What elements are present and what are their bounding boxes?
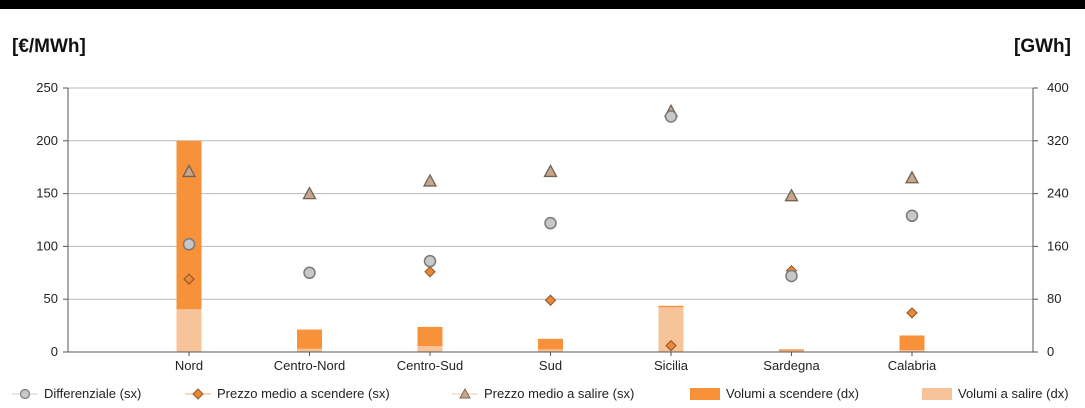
bar-volumi-scendere bbox=[297, 329, 322, 352]
right-tick-label: 240 bbox=[1047, 186, 1069, 201]
diamond-marker-icon bbox=[185, 387, 211, 400]
bar-volumi-salire bbox=[417, 346, 443, 352]
marker-prezzo-scendere bbox=[906, 307, 918, 319]
legend-label: Volumi a salire (dx) bbox=[958, 386, 1069, 401]
bar-swatch-icon bbox=[922, 387, 952, 400]
marker-prezzo-salire bbox=[302, 186, 317, 200]
marker-layer bbox=[181, 103, 920, 352]
category-label: Sud bbox=[539, 358, 562, 373]
category-label: Centro-Sud bbox=[397, 358, 463, 373]
category-label: Sicilia bbox=[654, 358, 689, 373]
marker-prezzo-salire bbox=[904, 170, 920, 184]
legend: Differenziale (sx) Prezzo medio a scende… bbox=[0, 386, 1085, 408]
marker-differenziale bbox=[423, 254, 437, 268]
bar-volumi-scendere bbox=[538, 338, 563, 352]
marker-differenziale bbox=[785, 269, 798, 283]
category-label: Sardegna bbox=[763, 358, 820, 373]
chart-plot: 0 50 100 150 200 250 0 80 160 240 320 400 Nord Centro… bbox=[36, 80, 1068, 373]
bar-volumi-salire bbox=[899, 350, 925, 352]
left-tick-label: 100 bbox=[36, 238, 58, 253]
marker-prezzo-scendere bbox=[665, 339, 677, 352]
marker-prezzo-scendere bbox=[183, 273, 195, 285]
bar-swatch-icon bbox=[690, 387, 720, 400]
bar-volumi-salire bbox=[176, 309, 202, 352]
right-tick-label: 320 bbox=[1047, 133, 1069, 148]
category-label: Nord bbox=[175, 358, 203, 373]
category-label: Calabria bbox=[888, 358, 937, 373]
marker-prezzo-scendere bbox=[544, 294, 557, 306]
label-layer: 0 50 100 150 200 250 0 80 160 240 320 400 Nord Centro… bbox=[36, 80, 1068, 373]
right-tick-label: 0 bbox=[1047, 344, 1054, 359]
top-rule bbox=[0, 0, 1085, 9]
marker-differenziale bbox=[905, 209, 919, 223]
triangle-marker-icon bbox=[452, 387, 478, 398]
marker-prezzo-salire bbox=[543, 164, 558, 178]
marker-prezzo-salire bbox=[181, 164, 197, 178]
bar-volumi-scendere bbox=[899, 335, 925, 352]
category-label: Centro-Nord bbox=[274, 358, 346, 373]
legend-item-prezzo-salire: Prezzo medio a salire (sx) bbox=[452, 386, 634, 401]
bar-volumi-salire bbox=[779, 350, 804, 352]
left-tick-label: 200 bbox=[36, 133, 58, 148]
bar-volumi-salire bbox=[297, 348, 322, 352]
right-tick-label: 80 bbox=[1047, 291, 1061, 306]
marker-differenziale bbox=[664, 110, 678, 123]
marker-prezzo-salire bbox=[784, 188, 799, 202]
marker-prezzo-scendere bbox=[424, 266, 436, 278]
bar-volumi-salire bbox=[538, 349, 563, 352]
marker-differenziale bbox=[544, 216, 557, 230]
legend-label: Prezzo medio a salire (sx) bbox=[484, 386, 635, 401]
marker-differenziale bbox=[303, 266, 316, 280]
legend-label: Volumi a scendere (dx) bbox=[726, 386, 859, 401]
legend-item-differenziale: Differenziale (sx) bbox=[12, 386, 141, 401]
axis-layer bbox=[63, 87, 1038, 356]
left-tick-label: 250 bbox=[36, 80, 58, 95]
legend-item-prezzo-scendere: Prezzo medio a scendere (sx) bbox=[185, 386, 390, 401]
right-tick-label: 400 bbox=[1047, 80, 1069, 95]
legend-item-volumi-scendere: Volumi a scendere (dx) bbox=[690, 386, 859, 401]
marker-differenziale bbox=[182, 238, 196, 251]
right-tick-label: 160 bbox=[1047, 238, 1069, 253]
legend-label: Prezzo medio a scendere (sx) bbox=[217, 386, 390, 401]
left-axis-unit: [€/MWh] bbox=[12, 36, 86, 57]
marker-prezzo-salire bbox=[422, 173, 438, 187]
right-axis-unit: [GWh] bbox=[1014, 36, 1071, 57]
left-tick-label: 150 bbox=[36, 186, 58, 201]
left-tick-label: 50 bbox=[44, 291, 58, 306]
left-tick-label: 0 bbox=[51, 344, 58, 359]
circle-marker-icon bbox=[12, 388, 38, 399]
legend-item-volumi-salire: Volumi a salire (dx) bbox=[922, 386, 1069, 401]
legend-label: Differenziale (sx) bbox=[44, 386, 142, 401]
